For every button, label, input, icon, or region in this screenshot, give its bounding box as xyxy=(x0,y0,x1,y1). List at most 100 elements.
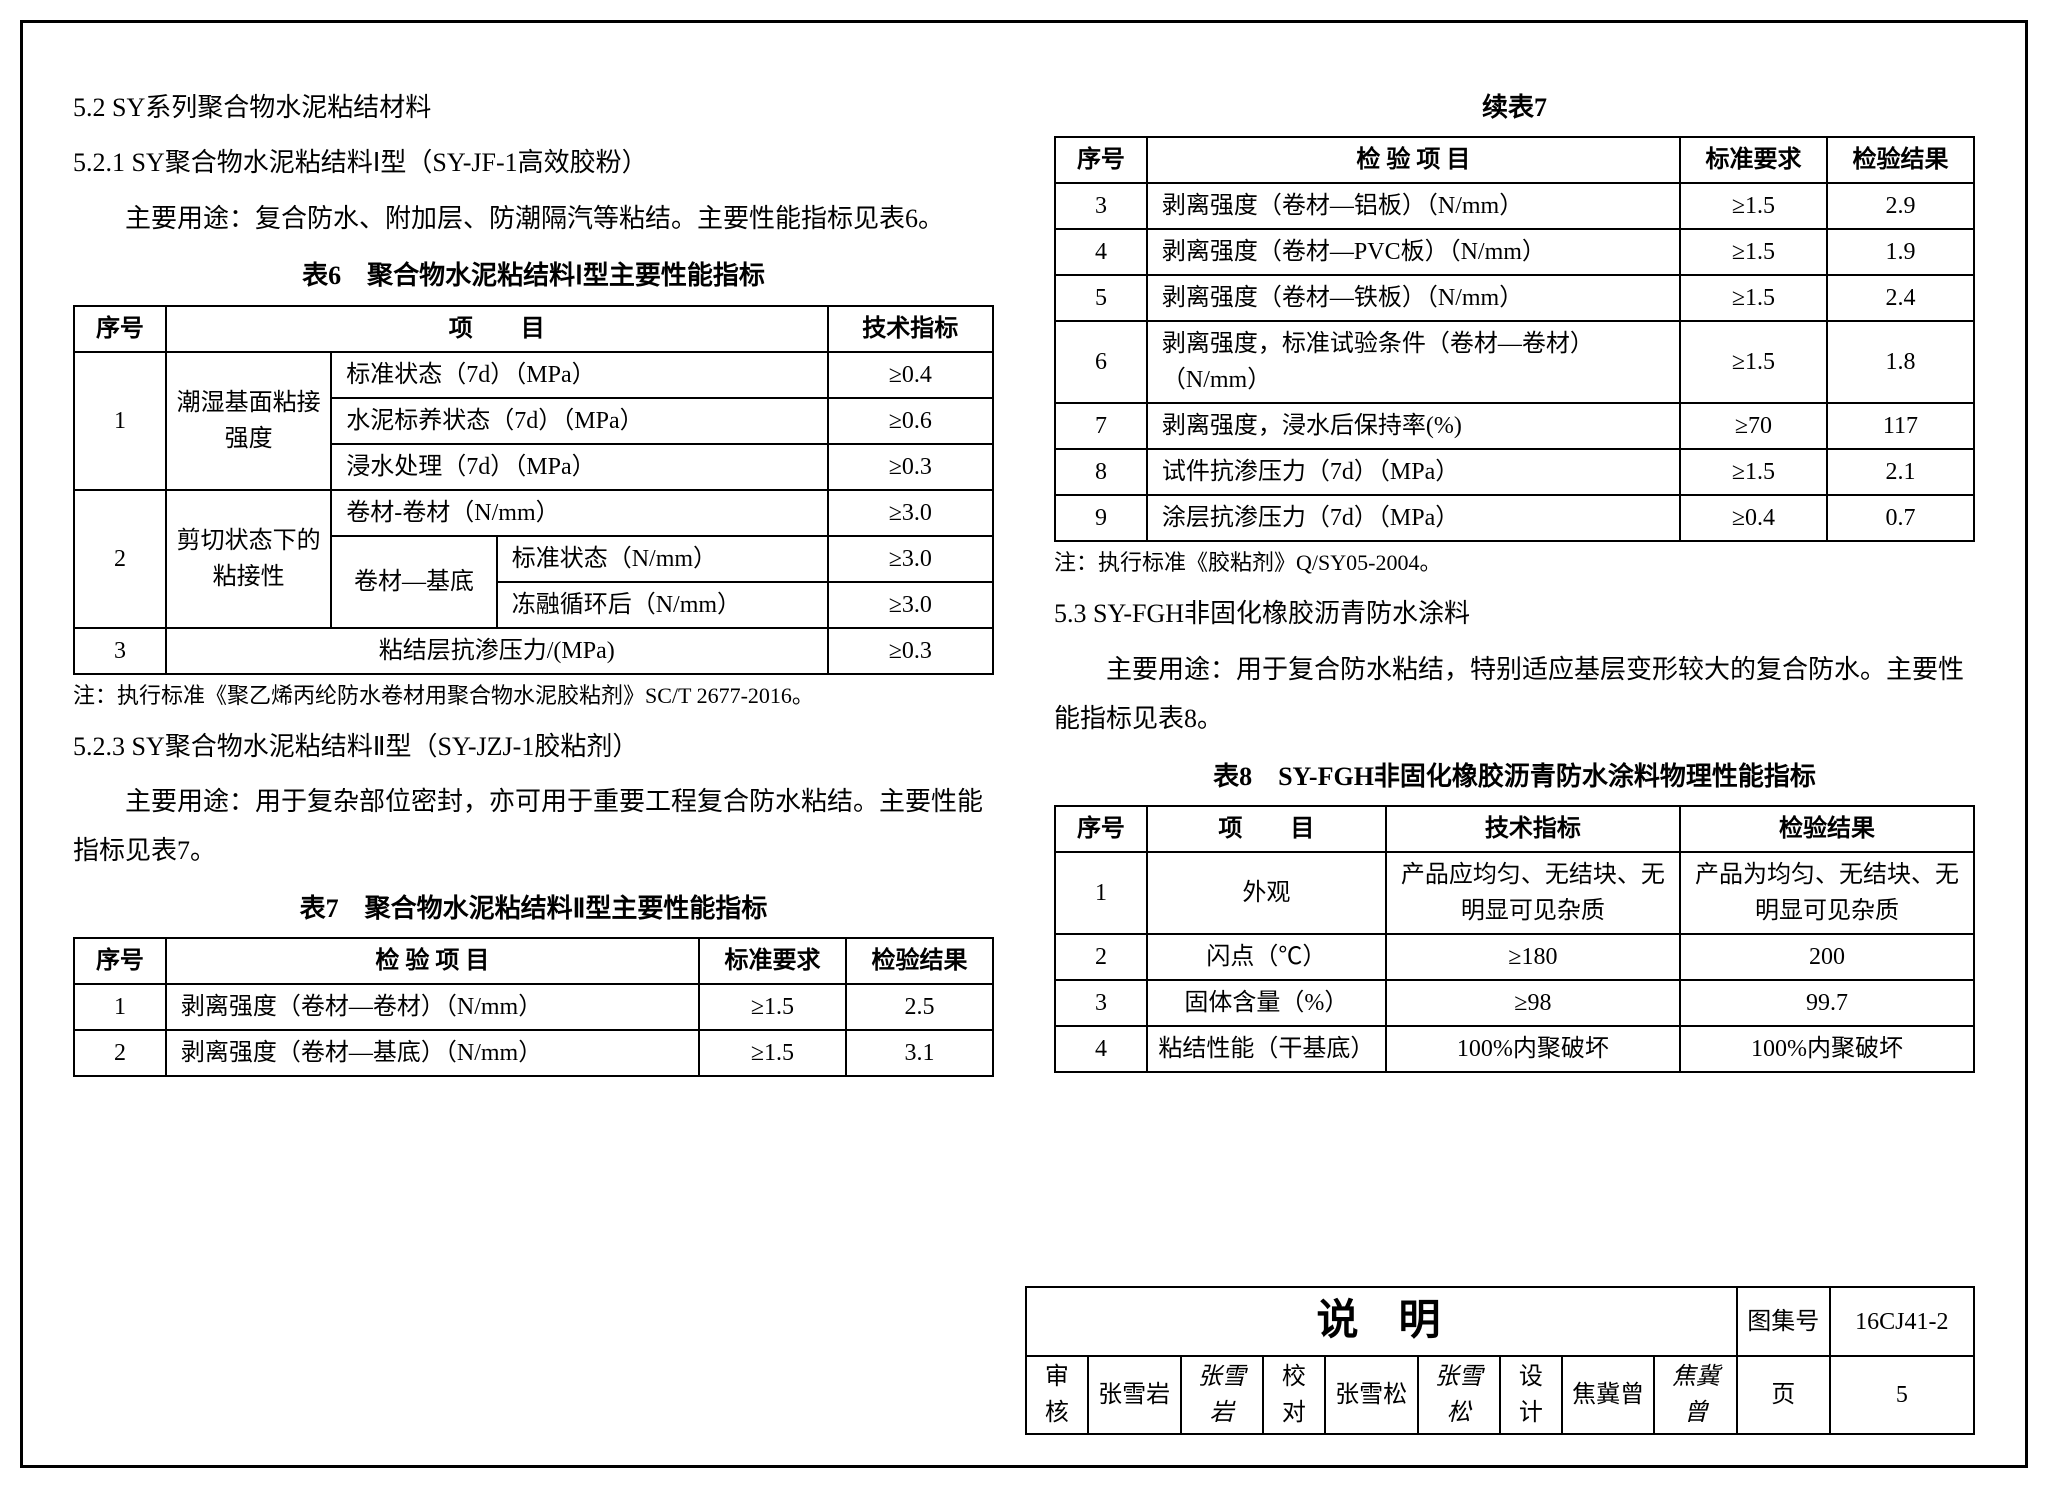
table-row: 序号 项 目 技术指标 检验结果 xyxy=(1055,806,1974,852)
col-spec: 技术指标 xyxy=(828,306,993,352)
table-row: 序号 检 验 项 目 标准要求 检验结果 xyxy=(1055,137,1974,183)
col-item: 项 目 xyxy=(166,306,828,352)
col-std: 标准要求 xyxy=(1680,137,1827,183)
right-column: 续表7 序号 检 验 项 目 标准要求 检验结果 3剥离强度（卷材—铝板）（N/… xyxy=(1054,83,1975,1077)
design-name: 焦冀曾 xyxy=(1562,1356,1655,1434)
cell-item: 冻融循环后（N/mm） xyxy=(497,582,828,628)
cell-item: 涂层抗渗压力（7d）（MPa） xyxy=(1147,495,1680,541)
title-block-table: 说明 图集号 16CJ41-2 审核 张雪岩 张雪岩 校对 张雪松 张雪松 设计… xyxy=(1025,1286,1975,1435)
cell-item: 卷材-卷材（N/mm） xyxy=(331,490,827,536)
col-seq: 序号 xyxy=(74,306,166,352)
check-name: 张雪松 xyxy=(1325,1356,1418,1434)
check-signature: 张雪松 xyxy=(1418,1356,1500,1434)
table-row: 2 剥离强度（卷材—基底）（N/mm） ≥1.5 3.1 xyxy=(74,1030,993,1076)
doc-title: 说明 xyxy=(1026,1287,1737,1356)
table-row: 3剥离强度（卷材—铝板）（N/mm）≥1.52.9 xyxy=(1055,183,1974,229)
cell-std: ≥1.5 xyxy=(699,1030,846,1076)
cell-value: ≥3.0 xyxy=(828,536,993,582)
col-item: 检 验 项 目 xyxy=(1147,137,1680,183)
table7-cont-note: 注：执行标准《胶粘剂》Q/SY05-2004。 xyxy=(1054,546,1975,579)
cell-item: 剥离强度（卷材—PVC板）（N/mm） xyxy=(1147,229,1680,275)
table6: 序号 项 目 技术指标 1 潮湿基面粘接强度 标准状态（7d）（MPa） ≥0.… xyxy=(73,305,994,675)
atlas-label: 图集号 xyxy=(1737,1287,1830,1356)
atlas-no: 16CJ41-2 xyxy=(1830,1287,1974,1356)
cell-std: ≥1.5 xyxy=(1680,321,1827,403)
cell-spec: 100%内聚破坏 xyxy=(1386,1026,1680,1072)
cell-item: 剥离强度（卷材—卷材）（N/mm） xyxy=(166,984,699,1030)
col-item: 项 目 xyxy=(1147,806,1386,852)
col-result: 检验结果 xyxy=(1680,806,1974,852)
cell-seq: 6 xyxy=(1055,321,1147,403)
table-row: 1外观产品应均匀、无结块、无明显可见杂质产品为均匀、无结块、无明显可见杂质 xyxy=(1055,852,1974,934)
check-label: 校对 xyxy=(1263,1356,1325,1434)
cell-std: ≥1.5 xyxy=(1680,275,1827,321)
cell-item: 剥离强度，标准试验条件（卷材—卷材）（N/mm） xyxy=(1147,321,1680,403)
cell-seq: 4 xyxy=(1055,1026,1147,1072)
design-signature: 焦冀曾 xyxy=(1654,1356,1736,1434)
page-label: 页 xyxy=(1737,1356,1830,1434)
cell-value: ≥3.0 xyxy=(828,490,993,536)
table-row: 3固体含量（%）≥9899.7 xyxy=(1055,980,1974,1026)
cell-result: 3.1 xyxy=(846,1030,993,1076)
review-name: 张雪岩 xyxy=(1088,1356,1181,1434)
cell-std: ≥1.5 xyxy=(1680,229,1827,275)
cell-seq: 5 xyxy=(1055,275,1147,321)
cell-item: 粘结性能（干基底） xyxy=(1147,1026,1386,1072)
cell-label: 剪切状态下的粘接性 xyxy=(166,490,331,628)
cell-item: 剥离强度，浸水后保持率(%) xyxy=(1147,403,1680,449)
para-5-2-3: 主要用途：用于复杂部位密封，亦可用于重要工程复合防水粘结。主要性能指标见表7。 xyxy=(73,777,994,876)
cell-seq: 9 xyxy=(1055,495,1147,541)
cell-value: ≥3.0 xyxy=(828,582,993,628)
cell-std: ≥1.5 xyxy=(699,984,846,1030)
cell-result: 1.8 xyxy=(1827,321,1974,403)
cell-item: 闪点（℃） xyxy=(1147,934,1386,980)
table-row: 6剥离强度，标准试验条件（卷材—卷材）（N/mm）≥1.51.8 xyxy=(1055,321,1974,403)
table-row: 1 潮湿基面粘接强度 标准状态（7d）（MPa） ≥0.4 xyxy=(74,352,993,398)
cell-value: ≥0.4 xyxy=(828,352,993,398)
cell-result: 117 xyxy=(1827,403,1974,449)
review-label: 审核 xyxy=(1026,1356,1088,1434)
cell-seq: 1 xyxy=(74,984,166,1030)
cell-result: 2.4 xyxy=(1827,275,1974,321)
table-row: 序号 项 目 技术指标 xyxy=(74,306,993,352)
cell-result: 100%内聚破坏 xyxy=(1680,1026,1974,1072)
cell-item: 剥离强度（卷材—铁板）（N/mm） xyxy=(1147,275,1680,321)
cell-value: ≥0.3 xyxy=(828,628,993,674)
col-seq: 序号 xyxy=(1055,137,1147,183)
left-column: 5.2 SY系列聚合物水泥粘结材料 5.2.1 SY聚合物水泥粘结料Ⅰ型（SY-… xyxy=(73,83,994,1077)
para-5-2-1: 主要用途：复合防水、附加层、防潮隔汽等粘结。主要性能指标见表6。 xyxy=(73,194,994,243)
cell-value: ≥0.3 xyxy=(828,444,993,490)
cell-seq: 2 xyxy=(1055,934,1147,980)
table-row: 2 剪切状态下的粘接性 卷材-卷材（N/mm） ≥3.0 xyxy=(74,490,993,536)
cell-item: 剥离强度（卷材—基底）（N/mm） xyxy=(166,1030,699,1076)
cell-std: ≥0.4 xyxy=(1680,495,1827,541)
cell-seq: 4 xyxy=(1055,229,1147,275)
col-std: 标准要求 xyxy=(699,938,846,984)
cell-item: 粘结层抗渗压力/(MPa) xyxy=(166,628,828,674)
cell-item: 标准状态（N/mm） xyxy=(497,536,828,582)
cell-result: 0.7 xyxy=(1827,495,1974,541)
table-row: 4剥离强度（卷材—PVC板）（N/mm）≥1.51.9 xyxy=(1055,229,1974,275)
col-seq: 序号 xyxy=(1055,806,1147,852)
table7-cont-title: 续表7 xyxy=(1054,83,1975,132)
cell-seq: 7 xyxy=(1055,403,1147,449)
col-result: 检验结果 xyxy=(846,938,993,984)
table7-cont: 序号 检 验 项 目 标准要求 检验结果 3剥离强度（卷材—铝板）（N/mm）≥… xyxy=(1054,136,1975,542)
title-block: 说明 图集号 16CJ41-2 审核 张雪岩 张雪岩 校对 张雪松 张雪松 设计… xyxy=(1025,1286,1975,1435)
cell-seq: 3 xyxy=(74,628,166,674)
cell-sublabel: 卷材—基底 xyxy=(331,536,496,628)
cell-seq: 8 xyxy=(1055,449,1147,495)
cell-seq: 1 xyxy=(74,352,166,490)
two-column-layout: 5.2 SY系列聚合物水泥粘结材料 5.2.1 SY聚合物水泥粘结料Ⅰ型（SY-… xyxy=(73,83,1975,1077)
cell-result: 1.9 xyxy=(1827,229,1974,275)
cell-item: 外观 xyxy=(1147,852,1386,934)
para-5-3: 主要用途：用于复合防水粘结，特别适应基层变形较大的复合防水。主要性能指标见表8。 xyxy=(1054,645,1975,744)
page-frame: 5.2 SY系列聚合物水泥粘结材料 5.2.1 SY聚合物水泥粘结料Ⅰ型（SY-… xyxy=(20,20,2028,1468)
cell-item: 剥离强度（卷材—铝板）（N/mm） xyxy=(1147,183,1680,229)
cell-seq: 2 xyxy=(74,490,166,628)
table-row: 1 剥离强度（卷材—卷材）（N/mm） ≥1.5 2.5 xyxy=(74,984,993,1030)
cell-seq: 2 xyxy=(74,1030,166,1076)
table8-title: 表8 SY-FGH非固化橡胶沥青防水涂料物理性能指标 xyxy=(1054,752,1975,801)
page-no: 5 xyxy=(1830,1356,1974,1434)
table-row: 8试件抗渗压力（7d）（MPa）≥1.52.1 xyxy=(1055,449,1974,495)
